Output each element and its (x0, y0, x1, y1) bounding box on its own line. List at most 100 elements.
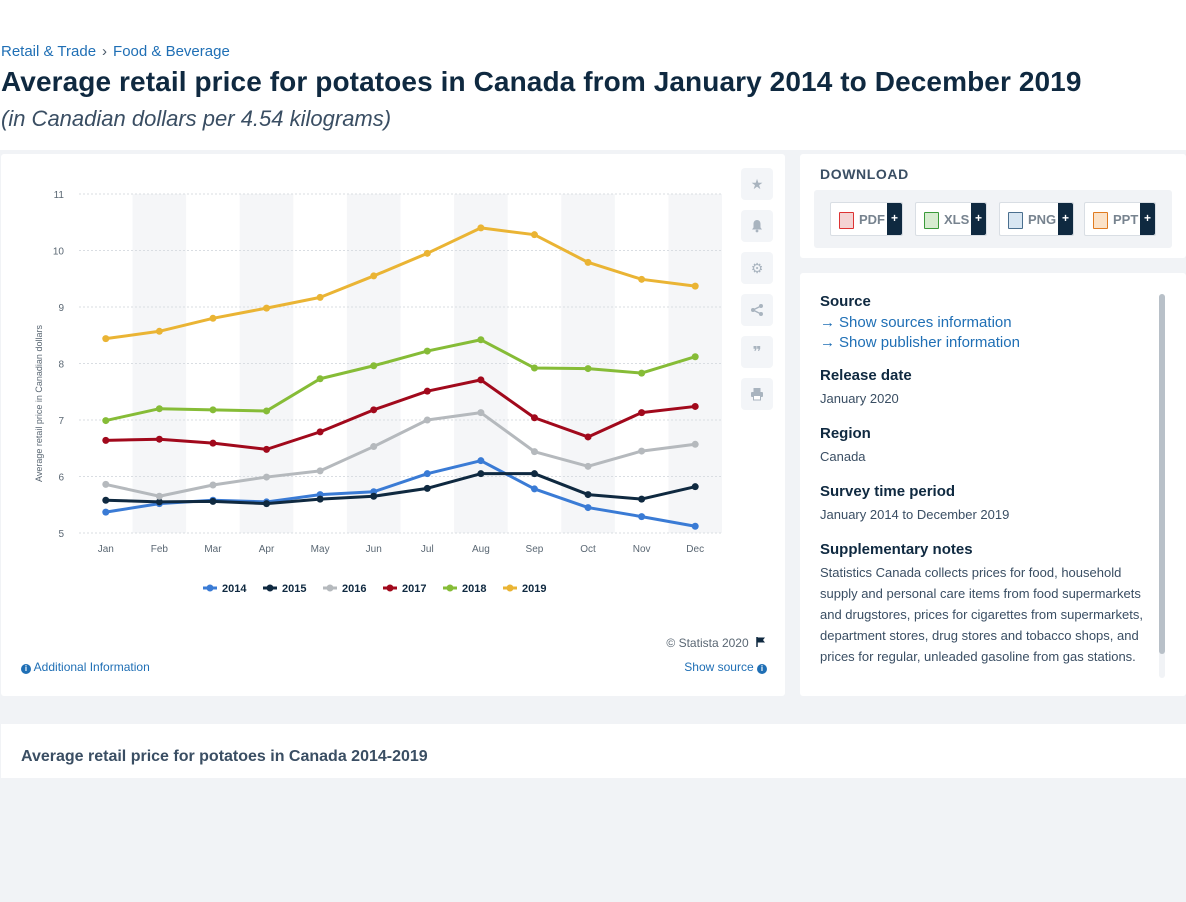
data-point-2019 (477, 224, 485, 232)
x-tick-label: Feb (151, 544, 169, 555)
legend-label-2016: 2016 (342, 583, 366, 595)
y-tick-label: 11 (54, 190, 65, 201)
line-chart: 5 6 7 8 9 10 11 Jan Feb Mar Apr May Jun Jul Aug Sep Oct N… (34, 190, 722, 595)
png-file-icon (1008, 212, 1023, 229)
data-point-2016 (209, 481, 217, 489)
data-point-2017 (691, 402, 699, 410)
cite-button[interactable]: ❞ (741, 336, 773, 368)
data-point-2018 (638, 369, 646, 377)
metadata-scrollbar[interactable] (1159, 294, 1165, 678)
y-tick-label: 6 (58, 473, 64, 484)
download-xls-button[interactable]: XLS + (915, 202, 987, 236)
region-heading: Region (820, 425, 871, 442)
xls-file-icon (924, 212, 939, 229)
pdf-label: PDF (859, 212, 885, 227)
data-point-2016 (530, 448, 538, 456)
x-tick-label: Apr (259, 544, 275, 555)
y-axis-label: Average retail price in Canadian dollars (34, 325, 44, 482)
data-point-2015 (530, 470, 538, 478)
metadata-scrollbar-thumb[interactable] (1159, 294, 1165, 654)
settings-button[interactable]: ⚙ (741, 252, 773, 284)
additional-info-link[interactable]: i Additional Information (21, 660, 150, 674)
data-point-2015 (316, 495, 324, 503)
series-line-2019 (105, 226, 696, 341)
copyright-notice: © Statista 2020 (666, 636, 767, 650)
data-point-2019 (691, 282, 699, 290)
data-point-2016 (316, 467, 324, 475)
data-point-2015 (209, 497, 217, 505)
download-png-button[interactable]: PNG + (999, 202, 1074, 236)
ppt-plus: + (1140, 203, 1155, 235)
data-point-2016 (691, 440, 699, 448)
related-statistic-title[interactable]: Average retail price for potatoes in Can… (21, 748, 428, 765)
data-point-2016 (584, 462, 592, 470)
data-point-2014 (584, 504, 592, 512)
gear-icon: ⚙ (750, 259, 764, 276)
page-subtitle: (in Canadian dollars per 4.54 kilograms) (1, 106, 392, 131)
legend-label-2014: 2014 (222, 583, 247, 595)
legend-marker-2019 (506, 584, 514, 592)
series-line-2017 (105, 378, 696, 451)
legend-marker-2014 (206, 584, 214, 592)
supplementary-notes-value: Statistics Canada collects prices for fo… (820, 565, 1143, 664)
share-button[interactable] (741, 294, 773, 326)
download-pdf-button[interactable]: PDF + (830, 202, 903, 236)
data-point-2018 (530, 364, 538, 372)
copyright-text: © Statista 2020 (666, 636, 749, 650)
info-icon: i (21, 664, 31, 674)
info-icon: i (757, 664, 767, 674)
breadcrumb-food-beverage[interactable]: Food & Beverage (113, 43, 230, 60)
data-point-2014 (477, 457, 485, 465)
arrow-right-icon: → (820, 314, 835, 331)
show-publisher-label: Show publisher information (839, 334, 1020, 351)
data-point-2014 (530, 485, 538, 493)
breadcrumb: Retail & Trade › Food & Beverage (1, 43, 230, 60)
ppt-label: PPT (1113, 212, 1139, 227)
data-point-2015 (102, 496, 110, 504)
data-point-2018 (691, 353, 699, 361)
data-point-2015 (691, 483, 699, 491)
data-point-2018 (102, 417, 110, 425)
header-band (0, 0, 1186, 150)
legend-label-2017: 2017 (402, 583, 426, 595)
print-button[interactable] (741, 378, 773, 410)
x-tick-label: May (311, 544, 330, 555)
data-point-2018 (209, 406, 217, 414)
breadcrumb-retail-trade[interactable]: Retail & Trade (1, 43, 97, 60)
data-point-2018 (423, 347, 431, 355)
xls-plus: + (971, 203, 986, 235)
data-point-2015 (370, 492, 378, 500)
png-plus: + (1058, 203, 1073, 235)
y-tick-label: 5 (58, 529, 64, 540)
favorite-button[interactable]: ★ (741, 168, 773, 200)
data-point-2016 (102, 480, 110, 488)
data-point-2015 (477, 470, 485, 478)
y-tick-label: 9 (58, 303, 64, 314)
data-point-2019 (263, 304, 271, 312)
star-icon: ★ (750, 175, 764, 192)
x-tick-label: Mar (204, 544, 222, 555)
show-source-link[interactable]: Show source i (684, 660, 767, 674)
flag-icon[interactable] (755, 636, 767, 648)
chart-card: 5 6 7 8 9 10 11 Jan Feb Mar Apr May Jun Jul Aug Sep Oct N… (1, 154, 785, 696)
y-tick-label: 7 (58, 416, 64, 427)
legend-marker-2017 (386, 584, 394, 592)
legend-label-2019: 2019 (522, 583, 546, 595)
data-point-2017 (209, 439, 217, 447)
show-sources-link[interactable]: → Show sources information (820, 314, 1150, 331)
data-point-2014 (691, 522, 699, 530)
download-ppt-button[interactable]: PPT + (1084, 202, 1156, 236)
data-point-2015 (638, 495, 646, 503)
data-point-2018 (155, 405, 163, 413)
png-label: PNG (1028, 212, 1057, 227)
show-publisher-link[interactable]: → Show publisher information (820, 334, 1150, 351)
legend-marker-2015 (266, 584, 274, 592)
data-point-2016 (638, 447, 646, 455)
download-title: DOWNLOAD (820, 166, 909, 182)
x-tick-label: Dec (686, 544, 704, 555)
data-point-2019 (155, 327, 163, 335)
notify-button[interactable] (741, 210, 773, 242)
metadata-scroll-area[interactable]: Source → Show sources information → Show p… (820, 293, 1150, 679)
metadata-card: Source → Show sources information → Show p… (800, 273, 1186, 696)
pdf-plus: + (887, 203, 902, 235)
